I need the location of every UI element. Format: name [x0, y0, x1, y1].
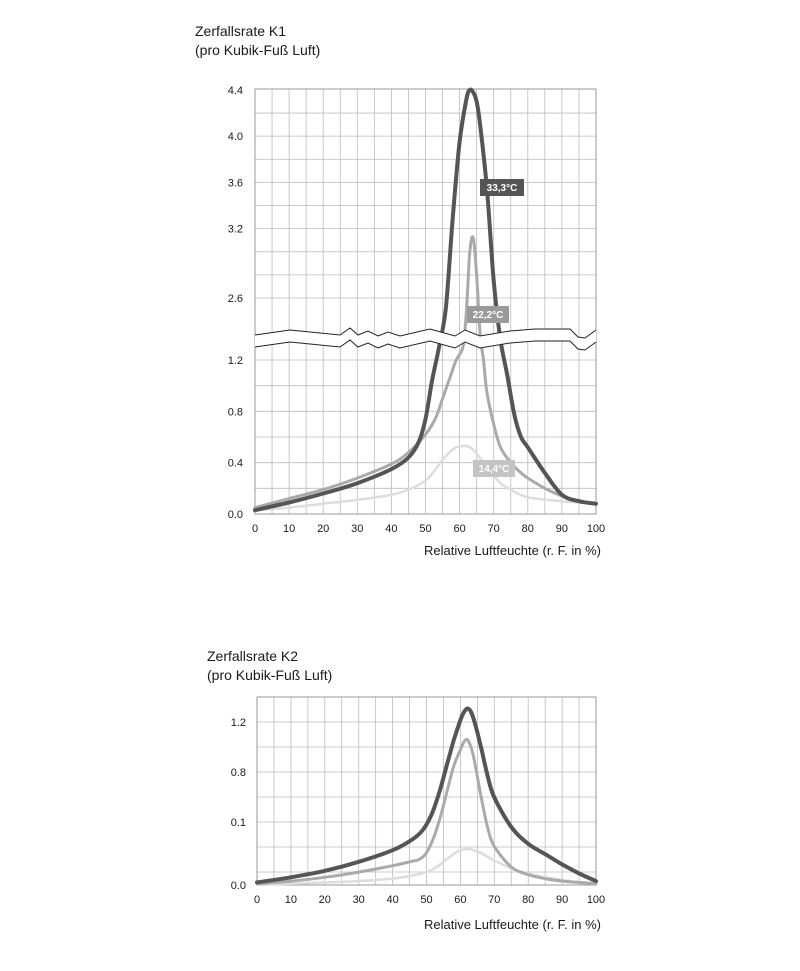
annotation-label-33-3c: 33,3°C [487, 183, 518, 194]
x-tick-label: 10 [285, 894, 297, 906]
x-tick-label: 40 [386, 894, 398, 906]
y-tick-label: 0.8 [228, 406, 243, 418]
axis-break-line-bottom [254, 339, 597, 351]
y-tick-label: 0.8 [231, 767, 246, 779]
annotation-tag-33-3c [480, 179, 524, 196]
annotation-tag-22-2c [467, 306, 509, 323]
series-line-14-4c [253, 444, 598, 512]
y-tick-label: 4.4 [228, 85, 243, 97]
x-tick-label: 0 [252, 523, 258, 535]
x-tick-label: 70 [488, 523, 500, 535]
y-tick-label: 1.2 [228, 355, 243, 367]
series-line-33-3c [253, 87, 598, 513]
y-tick-label: 4.0 [228, 131, 243, 143]
x-tick-label: 100 [587, 894, 605, 906]
x-tick-label: 90 [556, 523, 568, 535]
chart2-grid [257, 697, 596, 885]
chart2-k2: 0.0 0.1 0.8 1.2 0 10 20 30 40 50 60 70 80 90 100 Rela… [231, 696, 605, 932]
y-tick-label: 3.2 [228, 224, 243, 236]
chart1-x-axis-title: Relative Luftfeuchte (r. F. in %) [424, 543, 601, 558]
chart2-axes [256, 696, 597, 886]
y-tick-label: 0.4 [228, 458, 243, 470]
chart2-y-axis-title: Zerfallsrate K2 (pro Kubik-Fuß Luft) [207, 648, 333, 683]
axis-break-line-top [254, 327, 597, 339]
chart1-x-ticks: 0 10 20 30 40 50 60 70 80 90 100 [252, 523, 605, 535]
series-line-22-2c [253, 235, 598, 510]
y-tick-label: 1.2 [231, 717, 246, 729]
x-tick-label: 10 [283, 523, 295, 535]
annotation-label-14-4c: 14,4°C [479, 464, 510, 475]
chart2-series [255, 706, 598, 887]
chart1-axes [254, 88, 597, 515]
chart1-axis-break [254, 327, 597, 351]
y-tick-label: 0.1 [231, 817, 246, 829]
x-tick-label: 80 [522, 894, 534, 906]
x-tick-label: 20 [317, 523, 329, 535]
x-tick-label: 40 [385, 523, 397, 535]
plot-border [254, 88, 597, 515]
axis-break-band [255, 328, 596, 350]
annotation-tag-14-4c [473, 460, 515, 477]
x-tick-label: 30 [353, 894, 365, 906]
chart2-x-axis-title: Relative Luftfeuchte (r. F. in %) [424, 917, 601, 932]
x-tick-label: 60 [453, 523, 465, 535]
x-tick-label: 50 [419, 523, 431, 535]
x-tick-label: 20 [319, 894, 331, 906]
chart2-x-ticks: 0 10 20 30 40 50 60 70 80 90 100 [254, 894, 605, 906]
x-tick-label: 60 [454, 894, 466, 906]
x-tick-label: 90 [556, 894, 568, 906]
x-tick-label: 80 [522, 523, 534, 535]
chart1-grid [255, 89, 596, 514]
y-tick-label: 2.6 [228, 293, 243, 305]
chart1-k1: 0.0 0.4 0.8 1.2 2.6 3.2 3.6 4.0 4.4 0 10 20 30 40 50 6… [228, 85, 605, 558]
series-line-22-2c [255, 737, 598, 886]
chart1-series [253, 87, 598, 513]
y-tick-label: 3.6 [228, 177, 243, 189]
chart1-y-axis-title: Zerfallsrate K1 (pro Kubik-Fuß Luft) [195, 23, 321, 58]
x-tick-label: 50 [420, 894, 432, 906]
chart1-y-ticks: 0.0 0.4 0.8 1.2 2.6 3.2 3.6 4.0 4.4 [228, 85, 243, 521]
x-tick-label: 70 [488, 894, 500, 906]
x-tick-label: 0 [254, 894, 260, 906]
series-line-33-3c [255, 706, 598, 885]
y-tick-label: 0.0 [231, 880, 246, 892]
chart1-annotations: 33,3°C 22,2°C 14,4°C [467, 179, 524, 477]
x-tick-label: 100 [587, 523, 605, 535]
annotation-label-22-2c: 22,2°C [473, 310, 504, 321]
y-tick-label: 0.0 [228, 509, 243, 521]
chart2-y-ticks: 0.0 0.1 0.8 1.2 [231, 717, 246, 892]
plot-border [256, 696, 597, 886]
x-tick-label: 30 [351, 523, 363, 535]
